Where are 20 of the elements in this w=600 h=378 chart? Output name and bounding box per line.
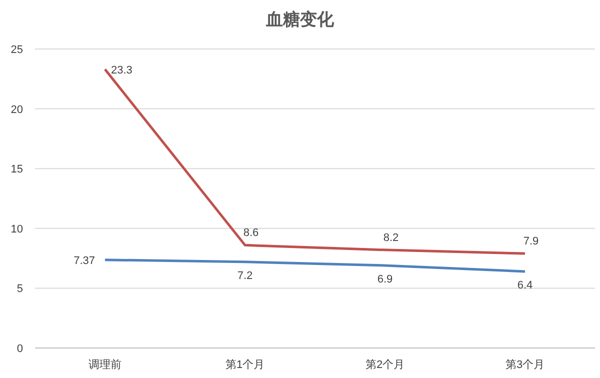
y-tick-label: 5 <box>16 283 23 296</box>
y-tick-label: 15 <box>10 164 23 176</box>
chart-title: 血糖变化 <box>265 10 335 29</box>
data-label: 6.9 <box>377 273 393 286</box>
y-tick-label: 10 <box>10 223 23 236</box>
data-label: 8.6 <box>243 227 259 240</box>
data-label: 8.2 <box>383 232 399 244</box>
y-tick-label: 25 <box>10 44 23 56</box>
y-tick-label: 20 <box>10 104 23 116</box>
data-label: 7.37 <box>74 254 95 267</box>
x-tick-label: 第1个月 <box>225 359 265 371</box>
y-tick-label: 0 <box>16 343 23 355</box>
x-tick-label: 第3个月 <box>505 359 545 371</box>
x-tick-label: 调理前 <box>88 359 122 371</box>
data-label: 7.9 <box>523 236 539 248</box>
data-label: 6.4 <box>517 279 533 292</box>
data-label: 7.2 <box>237 270 253 282</box>
data-label: 23.3 <box>111 64 132 76</box>
line-series <box>104 258 526 273</box>
x-tick-label: 第2个月 <box>365 359 405 371</box>
